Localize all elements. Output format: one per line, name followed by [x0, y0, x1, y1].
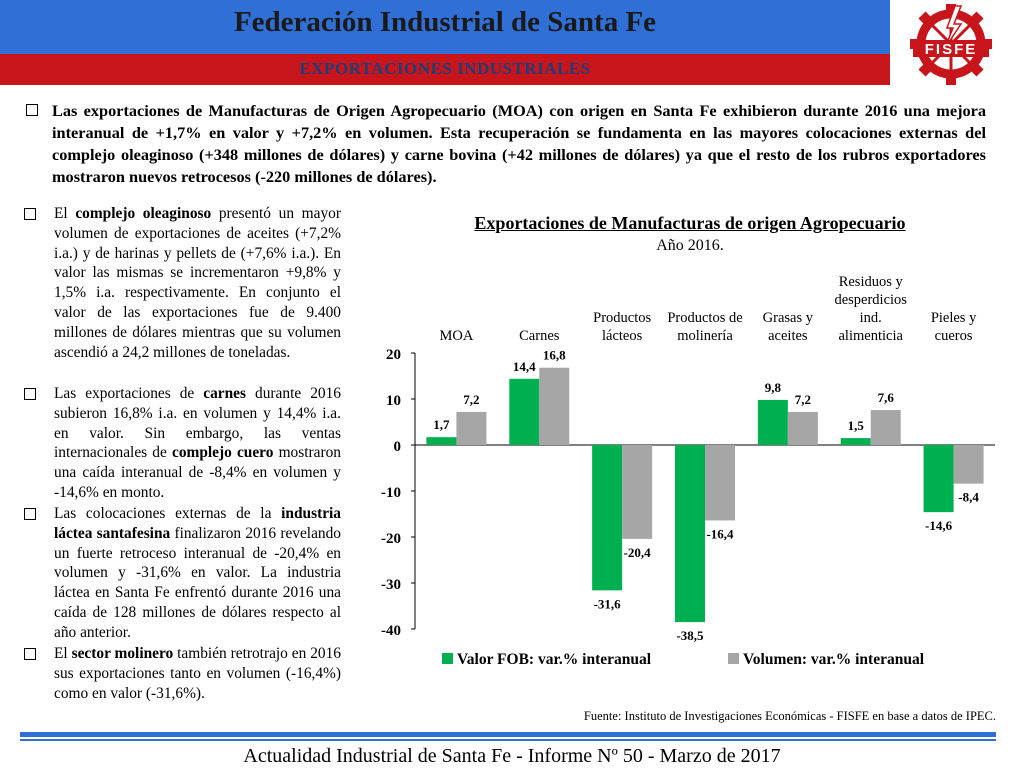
legend-label: Volumen: var.% interanual [743, 651, 925, 668]
bar [456, 411, 487, 445]
category-label: cueros [935, 328, 973, 344]
footer-rule-thin [20, 739, 996, 741]
category-label: Productos de [667, 310, 742, 326]
category-label: Grasas y [763, 310, 814, 326]
category-label: Productos [593, 310, 651, 326]
bar [675, 445, 705, 623]
bold-term: complejo cuero [171, 444, 274, 462]
bullet-icon [24, 208, 36, 220]
bar [592, 445, 623, 591]
y-tick-label: -10 [381, 485, 401, 501]
bar [787, 411, 818, 445]
category-label: ind. [860, 310, 882, 326]
data-label: 7,6 [878, 390, 895, 405]
legend-swatch [442, 653, 453, 664]
data-label: -14,6 [925, 518, 953, 533]
bar [840, 438, 871, 445]
text-run: Las exportaciones de [54, 385, 204, 402]
bar [426, 437, 457, 445]
y-tick-label: -30 [381, 577, 401, 593]
bar [622, 445, 653, 539]
category-label: lácteos [602, 328, 643, 344]
bar [539, 367, 570, 445]
bar [705, 445, 735, 521]
legend-label: Valor FOB: var.% interanual [457, 651, 652, 668]
header-subbar [0, 54, 890, 85]
text-run: Las colocaciones externas de la [54, 505, 282, 522]
source-note: Fuente: Instituto de Investigaciones Eco… [583, 709, 996, 723]
category-label: MOA [440, 328, 474, 344]
category-label: alimenticia [839, 328, 904, 344]
main-paragraph: Las exportaciones de Manufacturas de Ori… [52, 101, 986, 186]
side-bullet-text: El sector molinero también retrotrajo en… [54, 644, 341, 703]
side-bullet-text: Las colocaciones externas de la industri… [54, 504, 341, 643]
bullet-icon [24, 388, 36, 400]
bar-chart: 20 10 0 -10 -20 -30 -40 MOA Carnes Productos lácte… [381, 274, 995, 668]
bar [509, 378, 540, 445]
text-run: durante 2016 subieron 16,8% i.a. en volu… [54, 385, 341, 462]
bold-term: complejo oleaginoso [75, 205, 212, 222]
bullet-icon [24, 508, 36, 520]
bar [870, 410, 901, 445]
bullet-icon [24, 648, 36, 660]
category-label: molinería [677, 328, 733, 344]
data-label: 1,5 [848, 418, 865, 433]
data-label: 1,7 [433, 417, 450, 432]
logo-text: FISFE [925, 41, 978, 58]
text-run: El [54, 205, 76, 222]
bold-term: industria láctea santafesina [54, 505, 341, 542]
y-tick-label: 20 [386, 347, 401, 363]
legend-swatch [728, 653, 739, 664]
data-label: 14,4 [513, 359, 536, 374]
footer-rule [20, 732, 996, 737]
y-tick-label: -20 [381, 531, 401, 547]
text-run: presentó un mayor volumen de exportacion… [54, 205, 341, 361]
bold-term: carnes [203, 385, 247, 402]
bar [757, 399, 788, 445]
data-label: -38,5 [676, 628, 704, 643]
bold-term: sector molinero [71, 645, 174, 662]
text-run: mostraron una caída interanual de -8,4% … [54, 444, 341, 501]
bar [953, 445, 984, 484]
category-label: aceites [768, 328, 808, 344]
data-label: -8,4 [958, 490, 979, 505]
data-label: 7,2 [795, 392, 811, 407]
data-label: 16,8 [543, 348, 566, 363]
text-run: El [54, 645, 72, 662]
footer-text: Actualidad Industrial de Santa Fe - Info… [243, 745, 781, 767]
bar [923, 445, 954, 513]
data-label: -16,4 [706, 526, 734, 541]
side-bullet-text: El complejo oleaginoso presentó un mayor… [54, 204, 341, 362]
data-label: -31,6 [594, 596, 622, 611]
page-subtitle: EXPORTACIONES INDUSTRIALES [299, 59, 591, 78]
data-label: 9,8 [765, 380, 782, 395]
y-tick-label: -40 [381, 623, 401, 639]
chart-subtitle: Año 2016. [656, 237, 724, 254]
header-bar [0, 0, 890, 54]
category-label: desperdicios [834, 292, 907, 308]
y-tick-label: 10 [386, 393, 401, 409]
fisfe-logo: FISFE [910, 4, 992, 85]
data-label: -20,4 [624, 545, 652, 560]
data-label: 7,2 [463, 392, 479, 407]
page-title: Federación Industrial de Santa Fe [233, 6, 657, 38]
category-label: Residuos y [839, 274, 904, 290]
text-run: también retrotrajo en 2016 sus exportaci… [54, 645, 341, 702]
category-label: Carnes [519, 328, 560, 344]
chart-title: Exportaciones de Manufacturas de origen … [474, 213, 906, 233]
side-bullet-text: Las exportaciones de carnes durante 2016… [54, 384, 341, 503]
category-label: Pieles y [931, 310, 977, 326]
y-tick-label: 0 [394, 439, 402, 455]
text-run: finalizaron 2016 revelando un fuerte ret… [54, 524, 341, 641]
bullet-icon [26, 104, 38, 116]
